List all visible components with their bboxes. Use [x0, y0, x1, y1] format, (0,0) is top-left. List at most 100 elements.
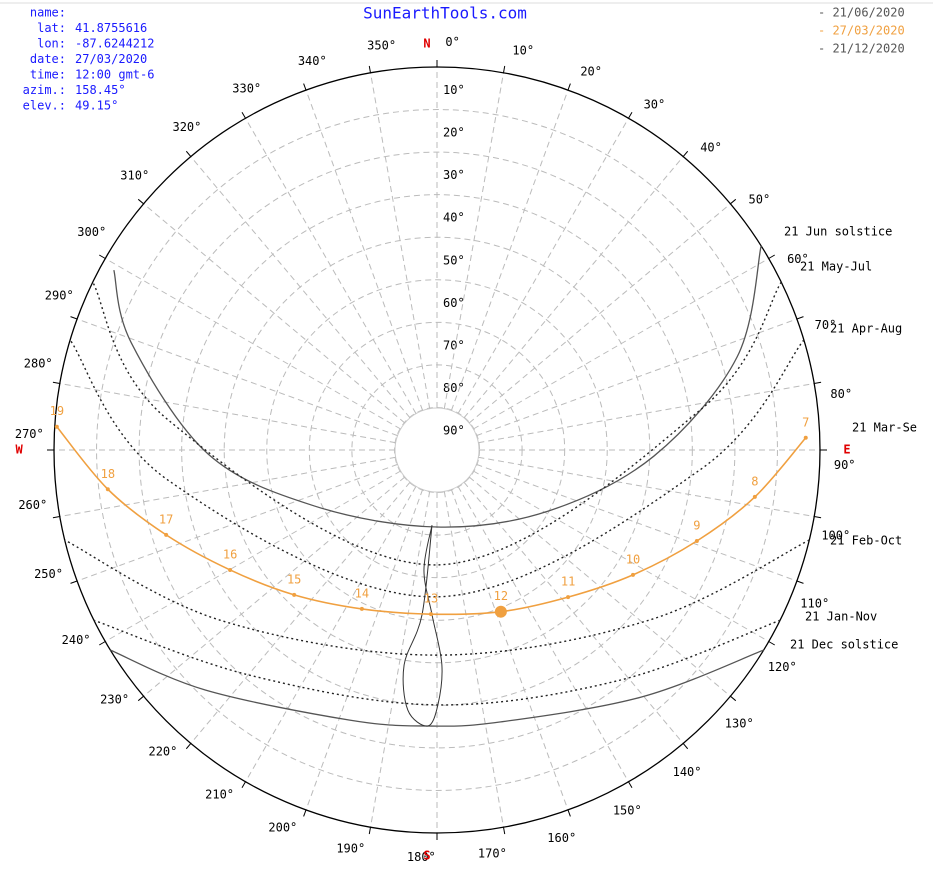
- elevation-label: 20°: [443, 126, 465, 140]
- info-value: 12:00 gmt-6: [75, 68, 154, 82]
- azimuth-label: 60°: [787, 252, 809, 266]
- info-key: name:: [30, 6, 66, 20]
- elevation-ring: [266, 279, 608, 621]
- elevation-label: 70°: [443, 338, 465, 352]
- azimuth-label: 240°: [62, 633, 91, 647]
- azimuth-tick: [814, 516, 822, 519]
- info-key: lon:: [37, 37, 66, 51]
- azimuth-spoke: [305, 89, 424, 411]
- info-value: -87.6244212: [75, 37, 154, 51]
- azimuth-tick: [730, 695, 737, 702]
- azimuth-tick: [768, 641, 775, 646]
- elevation-label: 10°: [443, 83, 465, 97]
- info-key: date:: [30, 52, 66, 66]
- info-value: 49.15°: [75, 99, 118, 113]
- azimuth-spoke: [457, 486, 629, 782]
- elevation-label: 80°: [443, 381, 465, 395]
- sun-path: [69, 339, 805, 598]
- hour-label: 15: [287, 572, 301, 586]
- path-label: 21 Jun solstice: [784, 225, 892, 239]
- azimuth-label: 0°: [445, 35, 459, 49]
- azimuth-spoke: [190, 481, 411, 744]
- hour-dot: [694, 539, 699, 544]
- elevation-ring: [138, 151, 736, 749]
- azimuth-spoke: [443, 491, 504, 828]
- compass-label: E: [843, 443, 850, 457]
- hour-label: 14: [355, 586, 369, 600]
- hour-dot: [752, 494, 757, 499]
- azimuth-spoke: [59, 456, 396, 517]
- azimuth-tick: [768, 254, 775, 259]
- azimuth-tick: [185, 743, 192, 750]
- elevation-label: 50°: [443, 253, 465, 267]
- azimuth-spoke: [105, 258, 401, 430]
- azimuth-spoke: [305, 489, 424, 811]
- azimuth-label: 210°: [205, 788, 234, 802]
- azimuth-tick: [628, 781, 633, 788]
- azimuth-label: 230°: [100, 693, 129, 707]
- azimuth-label: 320°: [172, 120, 201, 134]
- azimuth-tick: [137, 695, 144, 702]
- azimuth-label: 270°: [15, 427, 44, 441]
- azimuth-spoke: [478, 383, 815, 444]
- elevation-label: 60°: [443, 296, 465, 310]
- hour-label: 11: [561, 575, 575, 589]
- azimuth-label: 10°: [512, 44, 534, 58]
- azimuth-spoke: [76, 318, 398, 437]
- horizon: [53, 66, 821, 834]
- hour-dot: [292, 592, 297, 597]
- azimuth-label: 80°: [830, 387, 852, 401]
- azimuth-spoke: [473, 258, 769, 430]
- hour-label: 18: [101, 467, 115, 481]
- elevation-label: 90°: [443, 424, 465, 438]
- hour-dot: [630, 572, 635, 577]
- path-label: 21 Feb-Oct: [830, 534, 902, 548]
- azimuth-tick: [796, 316, 804, 320]
- info-value: 27/03/2020: [75, 52, 147, 66]
- info-key: time:: [30, 68, 66, 82]
- azimuth-label: 40°: [700, 140, 722, 154]
- azimuth-label: 70°: [815, 318, 837, 332]
- azimuth-tick: [368, 65, 371, 73]
- azimuth-label: 280°: [24, 356, 53, 370]
- azimuth-spoke: [76, 463, 398, 582]
- azimuth-spoke: [59, 383, 396, 444]
- hour-label: 9: [693, 519, 700, 533]
- azimuth-spoke: [245, 486, 417, 782]
- azimuth-spoke: [370, 72, 431, 409]
- path-label: 21 Dec solstice: [790, 638, 898, 652]
- azimuth-tick: [99, 641, 106, 646]
- azimuth-tick: [303, 83, 307, 91]
- azimuth-spoke: [463, 481, 684, 744]
- azimuth-tick: [241, 112, 246, 119]
- path-label: 21 Apr-Aug: [830, 322, 902, 336]
- azimuth-spoke: [190, 156, 411, 419]
- hour-dot: [803, 435, 808, 440]
- compass-label: S: [423, 848, 430, 862]
- azimuth-tick: [137, 198, 144, 205]
- hour-dot: [105, 487, 110, 492]
- sun-path: [92, 281, 782, 566]
- current-sun: [494, 605, 507, 618]
- azimuth-label: 120°: [768, 660, 797, 674]
- path-label: 21 Jan-Nov: [805, 610, 877, 624]
- azimuth-label: 170°: [478, 847, 507, 861]
- azimuth-label: 200°: [268, 820, 297, 834]
- azimuth-spoke: [450, 489, 569, 811]
- azimuth-spoke: [143, 203, 406, 424]
- azimuth-label: 190°: [336, 841, 365, 855]
- hour-dot: [566, 595, 571, 600]
- azimuth-tick: [567, 83, 571, 91]
- azimuth-label: 340°: [298, 54, 327, 68]
- path-label: 21 Mar-Se: [852, 421, 917, 435]
- hour-label: 19: [50, 404, 64, 418]
- azimuth-tick: [628, 112, 633, 119]
- azimuth-tick: [70, 580, 78, 584]
- azimuth-label: 250°: [34, 567, 63, 581]
- azimuth-spoke: [143, 476, 406, 697]
- azimuth-tick: [185, 150, 192, 157]
- azimuth-tick: [52, 381, 60, 384]
- hour-label: 17: [159, 512, 173, 526]
- azimuth-tick: [730, 198, 737, 205]
- elevation-ring: [308, 321, 566, 579]
